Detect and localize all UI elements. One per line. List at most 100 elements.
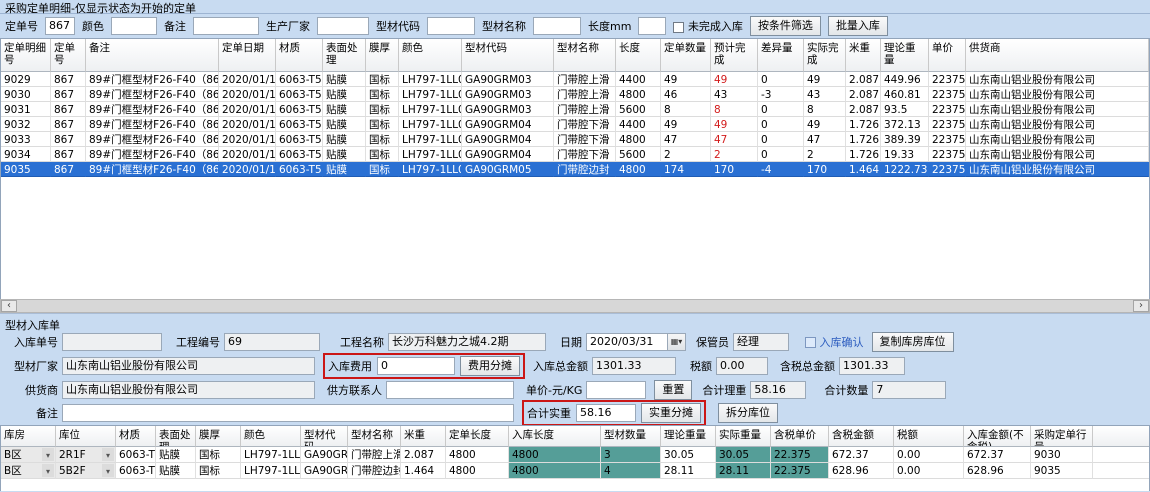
table-row[interactable]: 903286789#门框型材F26-F40（866+867）2020/01/13… bbox=[1, 117, 1149, 132]
table-row[interactable]: B区▾2R1F▾6063-T5贴膜国标LH797-1LL0GA90GRM03门带… bbox=[1, 447, 1149, 463]
chevron-down-icon[interactable]: ▾ bbox=[42, 464, 54, 477]
table-cell: 49 bbox=[711, 117, 758, 132]
table-cell: GA90GRM05 bbox=[462, 162, 554, 177]
column-header: 表面处理 bbox=[323, 39, 366, 72]
supplier-contact-input[interactable] bbox=[386, 380, 514, 399]
table-cell: 山东南山铝业股份有限公司 bbox=[966, 147, 1149, 162]
total-amount-label: 入库总金额 bbox=[533, 359, 588, 373]
inbound-confirm-label: 入库确认 bbox=[819, 335, 864, 349]
project-no-field[interactable]: 69 bbox=[224, 332, 320, 351]
length-filter-input[interactable] bbox=[638, 17, 667, 35]
date-value[interactable]: 2020/03/31 bbox=[586, 332, 668, 351]
table-cell: 22375 bbox=[929, 87, 966, 102]
location-select[interactable]: 2R1F ▾ bbox=[56, 447, 116, 463]
total-qty-field[interactable]: 7 bbox=[872, 380, 947, 399]
chevron-down-icon[interactable]: ▾ bbox=[42, 448, 54, 461]
remark-filter-input[interactable] bbox=[193, 17, 259, 35]
table-cell: 0 bbox=[758, 102, 804, 117]
receipt-no-field[interactable] bbox=[62, 332, 162, 351]
table-cell: LH797-1LL0 bbox=[241, 447, 301, 463]
project-name-field[interactable]: 长沙万科魅力之城4.2期 bbox=[388, 332, 546, 351]
color-input[interactable] bbox=[111, 17, 157, 35]
warehouse-select[interactable]: B区 ▾ bbox=[1, 463, 56, 479]
table-cell: 6063-T5 bbox=[276, 102, 323, 117]
table-row[interactable]: 903186789#门框型材F26-F40（866+867）2020/01/13… bbox=[1, 102, 1149, 117]
column-header: 差异量 bbox=[758, 39, 804, 72]
table-cell: 国标 bbox=[366, 102, 399, 117]
batch-inbound-button[interactable]: 批量入库 bbox=[827, 16, 888, 36]
table-cell: 49 bbox=[661, 72, 711, 87]
horizontal-scrollbar[interactable]: ‹ › bbox=[0, 299, 1150, 313]
table-row[interactable]: 902986789#门框型材F26-F40（866+867）2020/01/13… bbox=[1, 72, 1149, 87]
unfinished-checkbox[interactable] bbox=[673, 21, 685, 33]
scroll-right-button[interactable]: › bbox=[1133, 300, 1149, 312]
table-cell: 89#门框型材F26-F40（866+867） bbox=[86, 147, 219, 162]
table-row[interactable]: 903386789#门框型材F26-F40（866+867）2020/01/13… bbox=[1, 132, 1149, 147]
table-cell: 贴膜 bbox=[323, 132, 366, 147]
inbound-confirm-checkbox[interactable] bbox=[805, 337, 816, 348]
table-cell: 5600 bbox=[616, 102, 661, 117]
actual-weight-share-button[interactable]: 实重分摊 bbox=[641, 402, 701, 423]
factory-label: 型材厂家 bbox=[14, 359, 58, 373]
location-select[interactable]: 5B2F ▾ bbox=[56, 463, 116, 479]
unit-price-input[interactable] bbox=[586, 380, 647, 399]
profile-name-filter-input[interactable] bbox=[533, 17, 581, 35]
table-cell: 贴膜 bbox=[323, 72, 366, 87]
column-header: 定单日期 bbox=[219, 39, 276, 72]
table-cell: 0.00 bbox=[894, 447, 964, 463]
total-amount-field[interactable]: 1301.33 bbox=[592, 356, 676, 375]
color-label: 颜色 bbox=[82, 20, 104, 33]
inbound-fee-input[interactable]: 0 bbox=[377, 356, 455, 375]
calendar-dropdown-icon[interactable]: ▦▾ bbox=[668, 332, 686, 351]
table-cell: 22375 bbox=[929, 132, 966, 147]
table-cell: 国标 bbox=[366, 147, 399, 162]
date-picker[interactable]: 2020/03/31 ▦▾ bbox=[586, 332, 686, 351]
scroll-left-button[interactable]: ‹ bbox=[1, 300, 17, 312]
table-cell: 贴膜 bbox=[323, 147, 366, 162]
confirm-checkbox-group[interactable]: 入库确认 bbox=[805, 334, 864, 350]
copy-warehouse-location-button[interactable]: 复制库房库位 bbox=[871, 331, 954, 352]
remark-input[interactable] bbox=[62, 403, 514, 422]
chevron-down-icon[interactable]: ▾ bbox=[102, 448, 114, 461]
table-row[interactable]: B区▾5B2F▾6063-T5贴膜国标LH797-1LL0GA90GRM05门带… bbox=[1, 463, 1149, 479]
table-cell: LH797-1LL0 bbox=[399, 147, 462, 162]
split-location-button[interactable]: 拆分库位 bbox=[718, 402, 778, 423]
order-no-input[interactable]: 867 bbox=[45, 17, 75, 35]
profile-code-filter-input[interactable] bbox=[427, 17, 475, 35]
fee-share-button[interactable]: 费用分摊 bbox=[460, 355, 520, 376]
manufacturer-input[interactable] bbox=[317, 17, 369, 35]
table-row[interactable]: 903586789#门框型材F26-F40（866+867）2020/01/13… bbox=[1, 162, 1149, 177]
table-cell: 89#门框型材F26-F40（866+867） bbox=[86, 72, 219, 87]
table-cell: 89#门框型材F26-F40（866+867） bbox=[86, 132, 219, 147]
table-cell: 47 bbox=[661, 132, 711, 147]
table-row[interactable]: 903486789#门框型材F26-F40（866+867）2020/01/13… bbox=[1, 147, 1149, 162]
factory-field[interactable]: 山东南山铝业股份有限公司 bbox=[62, 356, 315, 375]
table-cell: 49 bbox=[804, 72, 846, 87]
filter-by-condition-button[interactable]: 按条件筛选 bbox=[749, 16, 821, 36]
unfinished-checkbox-group[interactable]: 未完成入库 bbox=[673, 18, 743, 34]
warehouse-select[interactable]: B区 ▾ bbox=[1, 447, 56, 463]
table-cell: 372.13 bbox=[881, 117, 929, 132]
tax-field[interactable]: 0.00 bbox=[716, 356, 768, 375]
table-row[interactable]: 903086789#门框型材F26-F40（866+867）2020/01/13… bbox=[1, 87, 1149, 102]
keeper-field[interactable]: 经理 bbox=[733, 332, 789, 351]
table-cell: 8 bbox=[661, 102, 711, 117]
supplier-field[interactable]: 山东南山铝业股份有限公司 bbox=[62, 380, 315, 399]
table-cell: 1222.73 bbox=[881, 162, 929, 177]
table-cell: 43 bbox=[804, 87, 846, 102]
table-cell: 174 bbox=[661, 162, 711, 177]
table-cell: 867 bbox=[51, 117, 86, 132]
reset-button[interactable]: 重置 bbox=[654, 379, 693, 400]
table-cell: 170 bbox=[804, 162, 846, 177]
table-cell: 389.39 bbox=[881, 132, 929, 147]
column-header: 入库长度 bbox=[509, 426, 601, 447]
total-with-tax-field[interactable]: 1301.33 bbox=[839, 356, 905, 375]
total-theory-weight-field[interactable]: 58.16 bbox=[750, 380, 807, 399]
table-cell: LH797-1LL0 bbox=[399, 132, 462, 147]
total-actual-weight-input[interactable]: 58.16 bbox=[576, 403, 636, 422]
chevron-down-icon[interactable]: ▾ bbox=[102, 464, 114, 477]
scrollbar-track[interactable] bbox=[17, 300, 1133, 312]
receipt-no-label: 入库单号 bbox=[14, 335, 58, 349]
table-cell: 4 bbox=[601, 463, 661, 479]
table-cell: 门带腔下滑 bbox=[554, 117, 616, 132]
